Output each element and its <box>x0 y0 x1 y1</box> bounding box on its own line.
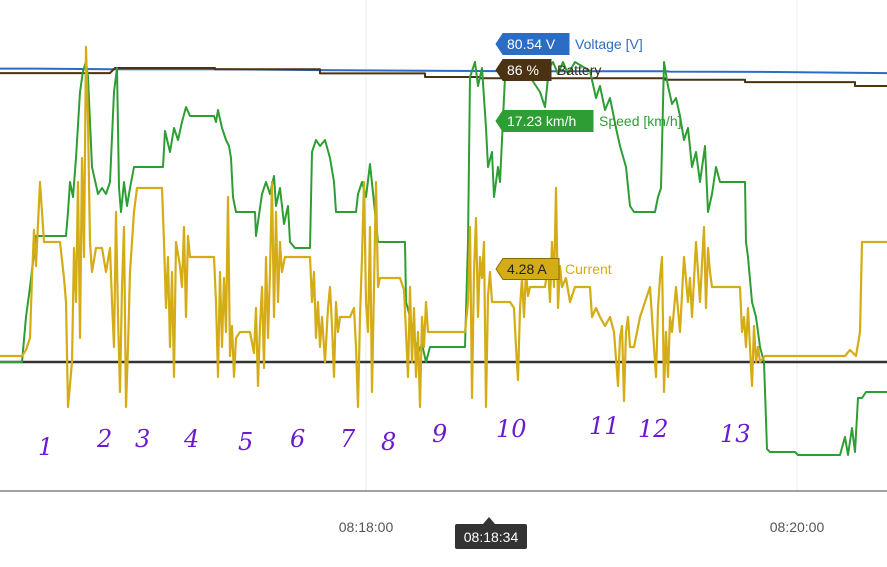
segment-label-10: 10 <box>496 415 527 443</box>
flag-value-speed: 17.23 km/h <box>507 113 576 129</box>
x-tick-label: 08:20:00 <box>770 519 825 535</box>
flag-value-current: 4.28 A <box>507 261 547 277</box>
series-layer <box>0 45 887 456</box>
cursor-pointer <box>483 517 495 524</box>
series-flags: 80.54 V Voltage [V] 86 % Battery 17.23 km/h S… <box>495 33 682 280</box>
flag-series-name-voltage: Voltage [V] <box>575 36 643 52</box>
flag-value-voltage: 80.54 V <box>507 36 556 52</box>
flag-shape-speed <box>495 110 594 132</box>
flag-series-name-speed: Speed [km/h] <box>599 113 682 129</box>
segment-label-13: 13 <box>720 420 751 448</box>
segment-label-7: 7 <box>340 425 356 453</box>
flag-current: 4.28 A Current <box>495 258 612 280</box>
series-line-battery <box>0 67 887 87</box>
flag-shape-current <box>495 258 560 280</box>
segment-label-5: 5 <box>238 428 253 456</box>
flag-battery: 86 % Battery <box>495 59 601 81</box>
segment-label-9: 9 <box>432 420 447 448</box>
flag-value-battery: 86 % <box>507 62 539 78</box>
cursor-time-label: 08:18:34 <box>464 529 519 545</box>
flag-series-name-battery: Battery <box>557 62 601 78</box>
x-tick-label: 08:18:00 <box>339 519 394 535</box>
segment-label-2: 2 <box>96 425 112 453</box>
flag-shape-voltage <box>495 33 570 55</box>
segment-annotations: 1 2 3 4 5 6 7 8 9 10 11 12 13 <box>38 412 751 461</box>
segment-label-8: 8 <box>381 428 396 456</box>
flag-voltage: 80.54 V Voltage [V] <box>495 33 643 55</box>
segment-label-11: 11 <box>589 412 620 440</box>
flag-series-name-current: Current <box>565 261 612 277</box>
segment-label-4: 4 <box>183 425 199 453</box>
series-line-voltage <box>0 67 887 75</box>
segment-label-6: 6 <box>290 425 305 453</box>
cursor-box <box>455 524 527 549</box>
time-cursor[interactable]: 08:18:34 <box>455 517 527 549</box>
segment-label-12: 12 <box>638 415 669 443</box>
x-axis-ticks: 08:18:00 08:20:00 <box>339 519 825 535</box>
segment-label-1: 1 <box>38 433 53 461</box>
flag-speed: 17.23 km/h Speed [km/h] <box>495 110 682 132</box>
flag-shape-battery <box>495 59 552 81</box>
series-line-current <box>0 45 887 409</box>
segment-label-3: 3 <box>135 425 150 453</box>
